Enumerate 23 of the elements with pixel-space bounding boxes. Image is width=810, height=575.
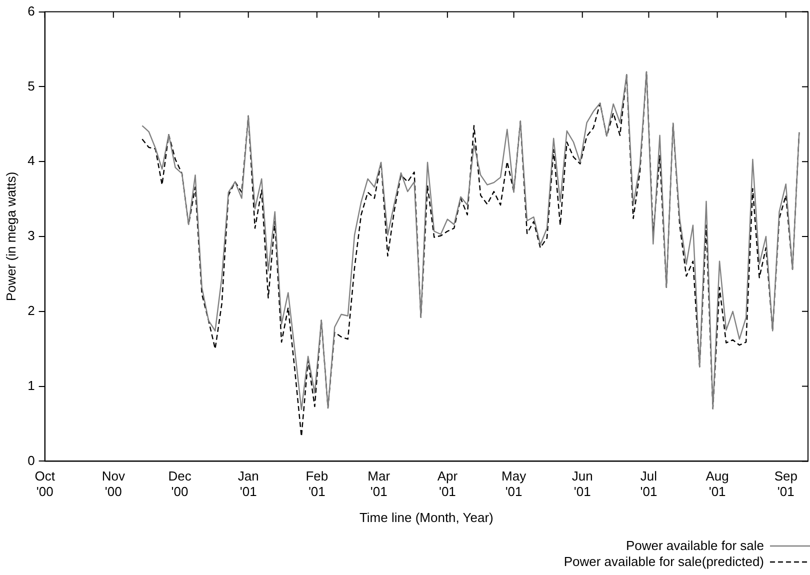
- y-tick-label: 2: [28, 302, 35, 318]
- y-tick-label: 1: [28, 378, 35, 393]
- x-tick-label: May '01: [502, 468, 527, 500]
- x-tick-label: Oct '00: [34, 468, 56, 500]
- x-tick-label: Dec '00: [168, 468, 192, 500]
- x-tick-label: Jan '01: [238, 468, 259, 500]
- legend-label: Power available for sale: [626, 538, 764, 554]
- x-tick-label: Aug '01: [706, 468, 729, 500]
- x-tick-label: Jul '01: [640, 468, 658, 500]
- y-tick-label: 3: [28, 228, 35, 244]
- y-tick-label: 6: [28, 3, 35, 18]
- x-tick-label: Feb '01: [306, 468, 328, 500]
- x-tick-label: Sep '01: [774, 468, 798, 500]
- y-tick-label: 5: [28, 78, 35, 94]
- x-tick-label: Nov '00: [102, 468, 126, 500]
- x-tick-label: Jun '01: [572, 468, 593, 500]
- x-axis-title: Time line (Month, Year): [359, 510, 494, 525]
- x-tick-label: Mar '01: [368, 468, 391, 500]
- legend-label: Power available for sale(predicted): [564, 554, 764, 570]
- y-tick-label: 4: [28, 153, 35, 168]
- y-axis-title: Power (in mega watts): [3, 172, 18, 302]
- y-tick-label: 0: [28, 452, 35, 468]
- x-tick-label: Apr '01: [437, 468, 458, 500]
